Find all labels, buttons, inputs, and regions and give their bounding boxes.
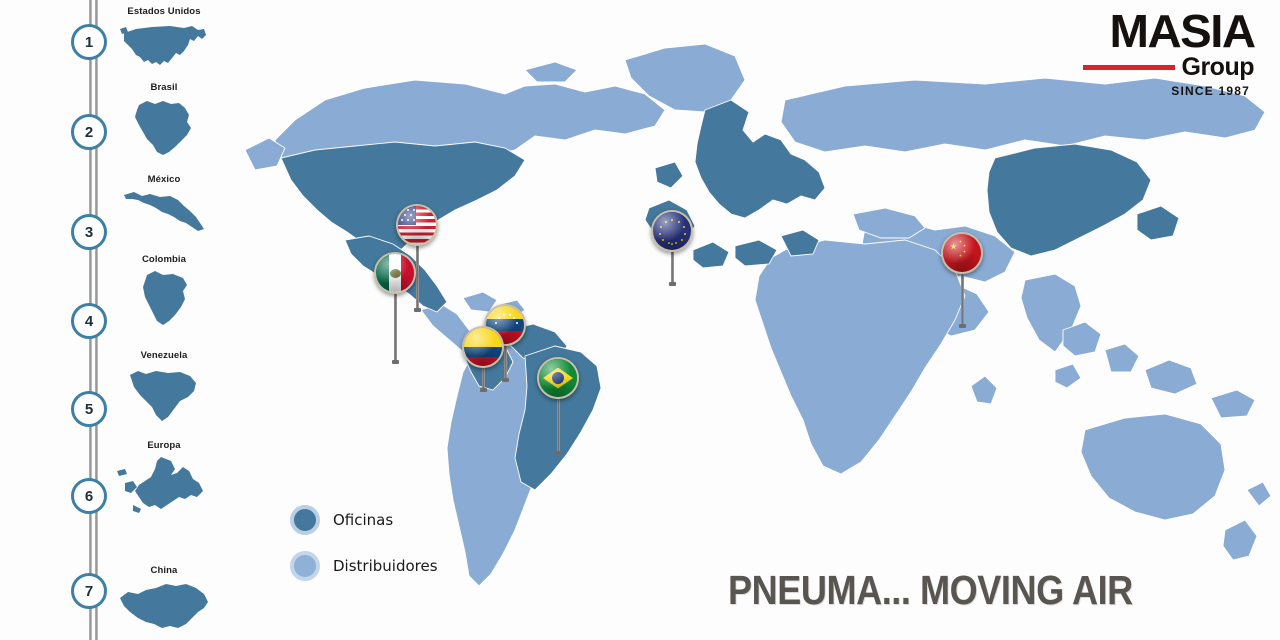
legend-item-distribuidores[interactable]: Distribuidores — [290, 551, 438, 581]
sidebar-country-label: Brasil — [150, 82, 178, 93]
pin-stem — [413, 244, 421, 312]
sidebar-country-label: México — [147, 174, 181, 185]
world-map-svg — [244, 43, 1272, 587]
pin-stem — [391, 292, 399, 364]
sidebar-country-label: Venezuela — [140, 350, 188, 361]
timeline-number: 2 — [84, 123, 94, 141]
map-pin-united-states[interactable] — [396, 204, 438, 312]
flag-eu-icon — [651, 210, 693, 252]
china-shape-icon — [120, 584, 208, 628]
sidebar-country-label: China — [150, 565, 178, 576]
map-legend: Oficinas Distribuidores — [290, 505, 438, 597]
pin-stem — [554, 397, 562, 455]
timeline-number: 1 — [84, 33, 94, 51]
timeline-number: 6 — [84, 487, 94, 505]
logo-red-bar — [1082, 64, 1175, 70]
sidebar-country-china[interactable]: China — [105, 565, 223, 634]
timeline-number: 7 — [84, 582, 94, 600]
timeline-node-5[interactable]: 5 — [71, 391, 107, 427]
map-pin-china[interactable] — [941, 232, 983, 328]
map-pin-colombia[interactable] — [462, 326, 504, 392]
legend-label: Oficinas — [333, 511, 394, 529]
united-states-shape-icon — [120, 26, 206, 65]
masia-group-logo: MASIA Group SINCE 1987 — [1082, 8, 1256, 98]
legend-item-oficinas[interactable]: Oficinas — [290, 505, 438, 535]
timeline-node-1[interactable]: 1 — [71, 24, 107, 60]
map-pin-brazil[interactable] — [537, 357, 579, 455]
logo-brand-text: MASIA — [1109, 5, 1255, 57]
timeline-node-6[interactable]: 6 — [71, 478, 107, 514]
sidebar-country-mexico[interactable]: México — [105, 174, 223, 239]
sidebar-country-venezuela[interactable]: Venezuela — [105, 350, 223, 425]
sidebar-country-europe[interactable]: Europa — [105, 440, 223, 517]
timeline-number: 4 — [84, 312, 94, 330]
sidebar-country-united-states[interactable]: Estados Unidos — [105, 6, 223, 75]
colombia-shape-icon — [143, 271, 187, 325]
sidebar-country-label: Estados Unidos — [127, 6, 201, 17]
country-timeline-sidebar: 1 2 3 4 5 6 7 Estados Unidos Brasil Méxi… — [0, 0, 225, 640]
timeline-node-7[interactable]: 7 — [71, 573, 107, 609]
sidebar-country-label: Colombia — [141, 254, 187, 265]
pin-stem — [501, 344, 509, 382]
flag-cn-icon — [941, 232, 983, 274]
timeline-number: 3 — [84, 223, 94, 241]
timeline-number: 5 — [84, 400, 94, 418]
map-pin-europe[interactable] — [651, 210, 693, 286]
logo-since-text: SINCE 1987 — [1171, 83, 1250, 98]
sidebar-country-label: Europa — [147, 440, 181, 451]
pin-stem — [668, 250, 676, 286]
brazil-shape-icon — [135, 101, 191, 155]
legend-label: Distribuidores — [333, 557, 438, 575]
world-map — [225, 0, 1280, 640]
venezuela-shape-icon — [130, 371, 196, 421]
flag-mx-icon — [374, 252, 416, 294]
legend-dot-distributor — [290, 551, 320, 581]
tagline: PNEUMA... MOVING AIR — [728, 567, 1133, 613]
pin-stem — [958, 272, 966, 328]
sidebar-country-colombia[interactable]: Colombia — [105, 254, 223, 329]
sidebar-country-brazil[interactable]: Brasil — [105, 82, 223, 159]
flag-us-icon — [396, 204, 438, 246]
map-pin-mexico[interactable] — [374, 252, 416, 364]
logo-sub-text: Group — [1181, 52, 1255, 81]
pin-stem — [479, 366, 487, 392]
timeline-node-4[interactable]: 4 — [71, 303, 107, 339]
mexico-shape-icon — [124, 192, 204, 231]
timeline-node-3[interactable]: 3 — [71, 214, 107, 250]
flag-co-icon — [462, 326, 504, 368]
flag-br-icon — [537, 357, 579, 399]
europe-shape-icon — [117, 457, 203, 513]
legend-dot-office — [290, 505, 320, 535]
timeline-node-2[interactable]: 2 — [71, 114, 107, 150]
